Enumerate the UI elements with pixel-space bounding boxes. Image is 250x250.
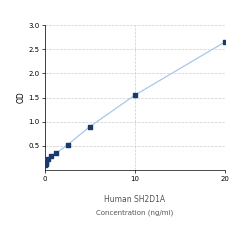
Text: Human SH2D1A: Human SH2D1A bbox=[104, 195, 166, 204]
Point bbox=[66, 143, 70, 147]
Point bbox=[44, 160, 48, 164]
Point bbox=[133, 93, 137, 97]
Point bbox=[44, 162, 48, 166]
Y-axis label: OD: OD bbox=[16, 92, 26, 104]
Text: Concentration (ng/ml): Concentration (ng/ml) bbox=[96, 210, 174, 216]
Point bbox=[43, 163, 47, 167]
Point bbox=[88, 124, 92, 128]
Point bbox=[223, 40, 227, 44]
Point bbox=[46, 157, 50, 161]
Point bbox=[48, 154, 53, 158]
Point bbox=[54, 151, 58, 155]
